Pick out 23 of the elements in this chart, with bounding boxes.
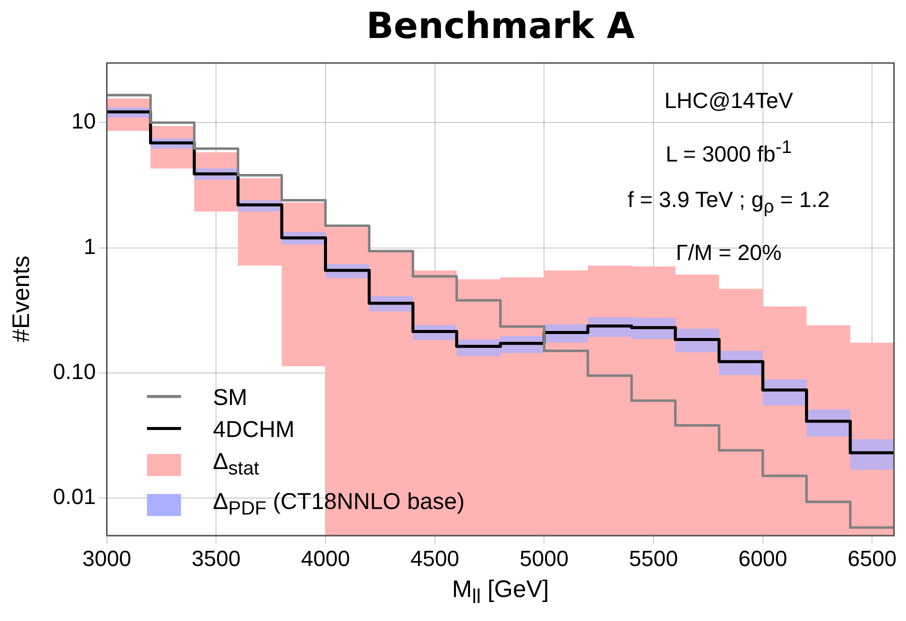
y-tick-label: 10 bbox=[71, 108, 96, 134]
annotation: Γ/M = 20% bbox=[676, 240, 782, 265]
legend-label: 4DCHM bbox=[212, 414, 295, 444]
x-tick-label: 4500 bbox=[410, 546, 460, 571]
x-tick-label: 4000 bbox=[301, 546, 350, 571]
chart-title: Benchmark A bbox=[366, 6, 635, 47]
legend-label: Δ$_{PDF}$ (CT18NNLO base) bbox=[212, 487, 465, 522]
annotation: f = 3.9 TeV ; g$_{ρ}$ = 1.2 bbox=[628, 187, 830, 217]
annotation: L = 3000 fb$^{-1}$ bbox=[666, 136, 792, 166]
y-tick-label: 0.10 bbox=[52, 358, 96, 384]
annotation: LHC@14TeV bbox=[664, 88, 794, 113]
x-tick-label: 6000 bbox=[738, 546, 788, 571]
legend-label: SM bbox=[212, 382, 248, 412]
x-tick-label: 5500 bbox=[628, 546, 678, 571]
y-axis-title: #Events bbox=[8, 256, 36, 343]
x-tick-label: 3000 bbox=[82, 546, 132, 571]
x-tick-label: 6500 bbox=[848, 546, 897, 571]
legend-label: Δ$_{stat}$ bbox=[212, 446, 260, 482]
y-tick-label: 1 bbox=[84, 234, 96, 259]
x-axis-title: M$_{ll}$ [GeV] bbox=[452, 576, 549, 608]
x-tick-label: 5000 bbox=[520, 546, 569, 571]
x-tick-label: 3500 bbox=[192, 546, 241, 571]
y-tick-label: 0.01 bbox=[52, 484, 96, 510]
